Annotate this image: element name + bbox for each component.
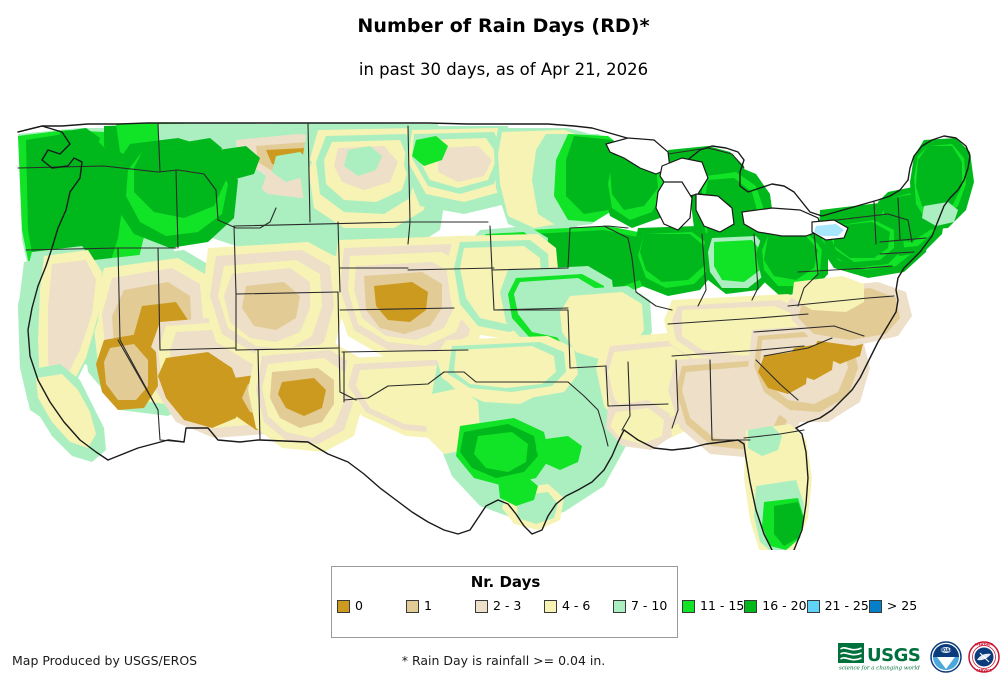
map-credit: Map Produced by USGS/EROS — [12, 653, 198, 668]
legend-label-3: 4 - 6 — [562, 598, 591, 614]
page-subtitle: in past 30 days, as of Apr 21, 2026 — [358, 60, 649, 79]
svg-text:USGS: USGS — [867, 645, 920, 666]
rain-days-choropleth-map[interactable] — [8, 110, 999, 550]
legend-item-6[interactable]: 16 - 20 — [744, 597, 807, 616]
legend-item-5[interactable]: 11 - 15 — [682, 597, 744, 616]
legend-label-0: 0 — [355, 598, 363, 614]
map-svg — [8, 110, 999, 550]
svg-text:WEATHER: WEATHER — [975, 643, 993, 647]
legend-label-5: 11 - 15 — [700, 598, 745, 614]
legend-swatch-4 — [613, 600, 626, 613]
legend-item-4[interactable]: 7 - 10 — [613, 597, 682, 616]
legend-swatch-0 — [337, 600, 350, 613]
legend-swatch-2 — [475, 600, 488, 613]
legend-label-6: 16 - 20 — [762, 598, 807, 614]
legend-swatch-7 — [806, 600, 820, 613]
legend-item-1[interactable]: 1 — [406, 597, 475, 616]
legend-item-7[interactable]: 21 - 25 — [806, 597, 869, 616]
legend-label-2: 2 - 3 — [493, 598, 522, 614]
usgs-logo[interactable]: USGS science for a changing world — [838, 642, 924, 672]
noaa-logo[interactable]: NOAA — [930, 641, 962, 673]
legend-label-1: 1 — [424, 598, 432, 614]
legend-swatch-6 — [744, 600, 758, 613]
agency-logos: USGS science for a changing world NOAA W… — [838, 636, 1000, 678]
legend-swatch-8 — [868, 600, 882, 613]
legend-title: Nr. Days — [470, 573, 541, 591]
legend-item-2[interactable]: 2 - 3 — [475, 597, 544, 616]
legend-label-8: > 25 — [886, 598, 918, 614]
page-title: Number of Rain Days (RD)* — [357, 15, 650, 37]
legend-item-0[interactable]: 0 — [337, 597, 406, 616]
great-lakes — [605, 137, 849, 241]
lake-erie-accent — [814, 224, 844, 236]
legend-item-3[interactable]: 4 - 6 — [544, 597, 613, 616]
legend-swatch-1 — [406, 600, 419, 613]
legend-swatch-5 — [682, 600, 695, 613]
svg-text:SERVICE: SERVICE — [976, 669, 991, 673]
legend-items: 0 1 2 - 3 4 - 6 7 - 10 11 - 15 — [337, 597, 917, 616]
legend-swatch-3 — [544, 600, 557, 613]
legend-label-4: 7 - 10 — [631, 598, 668, 614]
rain-day-footnote: * Rain Day is rainfall >= 0.04 in. — [401, 653, 606, 668]
svg-text:science for a changing world: science for a changing world — [839, 666, 920, 672]
legend-label-7: 21 - 25 — [824, 598, 869, 614]
svg-text:NOAA: NOAA — [940, 648, 954, 653]
map-raster-layer — [18, 123, 974, 550]
national-weather-service-logo[interactable]: WEATHER SERVICE — [968, 641, 1000, 673]
legend-panel: Nr. Days 0 1 2 - 3 4 - 6 7 - 10 — [331, 566, 917, 638]
legend-item-8[interactable]: > 25 — [868, 597, 918, 616]
